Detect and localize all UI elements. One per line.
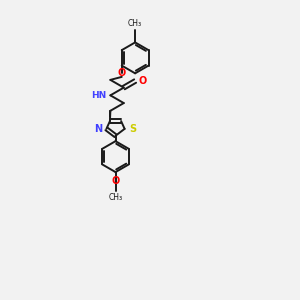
- Text: CH₃: CH₃: [128, 19, 142, 28]
- Text: O: O: [111, 176, 120, 186]
- Text: O: O: [118, 68, 126, 78]
- Text: S: S: [129, 124, 136, 134]
- Text: HN: HN: [91, 91, 106, 100]
- Text: O: O: [138, 76, 146, 86]
- Text: N: N: [94, 124, 102, 134]
- Text: CH₃: CH₃: [109, 193, 123, 202]
